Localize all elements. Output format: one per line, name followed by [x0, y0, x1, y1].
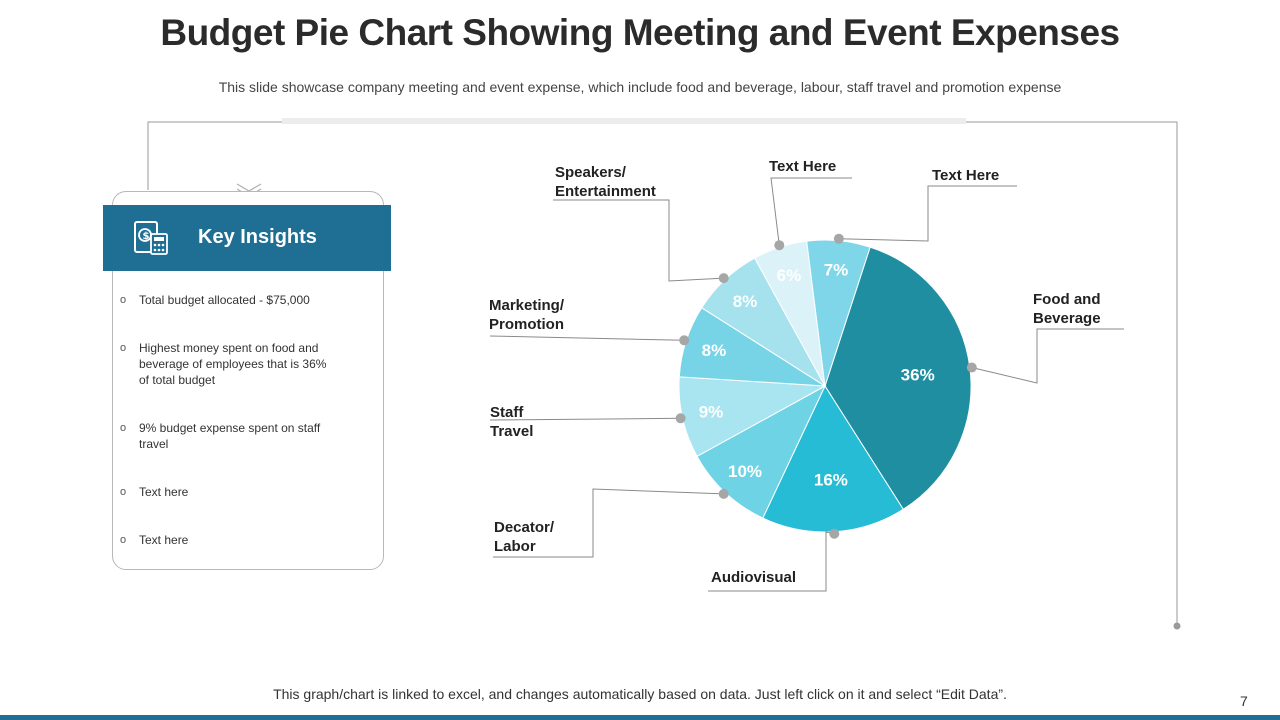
insight-text: Total budget allocated - $75,000	[139, 293, 310, 307]
leader-dot	[718, 488, 729, 499]
leader-line	[838, 185, 1017, 242]
leader-line	[489, 335, 685, 341]
frame-line	[966, 121, 1178, 626]
slice-percent-label: 36%	[901, 365, 935, 384]
slice-percent-label: 9%	[699, 403, 724, 422]
leader-dot	[829, 528, 840, 539]
bottom-accent-bar	[0, 715, 1280, 720]
category-label: Staff Travel	[490, 404, 533, 440]
bullet-icon: o	[120, 342, 127, 354]
leader-dot	[718, 273, 729, 284]
frame-line-end-dot	[1173, 622, 1181, 630]
footnote: This graph/chart is linked to excel, and…	[273, 686, 1007, 702]
insight-text: 9% budget expense spent on staff travel	[139, 421, 321, 451]
bullet-icon: o	[120, 422, 127, 434]
leader-line	[553, 199, 724, 282]
slice-percent-label: 10%	[728, 462, 762, 481]
leader-dot	[675, 413, 686, 424]
page-number: 7	[1240, 693, 1248, 709]
insight-text: Text here	[139, 533, 189, 547]
svg-text:$: $	[143, 231, 150, 242]
leader-dot	[833, 233, 844, 244]
title-divider	[282, 118, 966, 124]
leader-line	[971, 328, 1124, 384]
category-label: Speakers/Entertainment	[555, 164, 656, 200]
insights-title: Key Insights	[198, 226, 317, 248]
frame-line	[147, 121, 282, 190]
category-label: Audiovisual	[711, 569, 796, 586]
slice-percent-label: 16%	[814, 470, 848, 489]
slice-percent-label: 8%	[702, 341, 727, 360]
slice-percent-label: 8%	[733, 292, 758, 311]
category-label: Text Here	[769, 158, 836, 175]
leader-line	[493, 488, 724, 558]
leader-line	[770, 177, 852, 246]
leader-dot	[966, 362, 977, 373]
category-label: Food and Beverage	[1033, 291, 1101, 327]
bullet-icon: o	[120, 486, 127, 498]
slide-title: Budget Pie Chart Showing Meeting and Eve…	[160, 12, 1120, 53]
bullet-icon: o	[120, 294, 127, 306]
slice-percent-label: 7%	[824, 261, 849, 280]
leader-dot	[679, 335, 690, 346]
leader-dot	[774, 240, 785, 251]
budget-calculator-icon: $	[134, 221, 168, 255]
insights-header: $ Key Insights	[103, 205, 391, 271]
bullet-icon: o	[120, 534, 127, 546]
insight-text: Text here	[139, 485, 189, 499]
category-label: Text Here	[932, 167, 999, 184]
category-label: Marketing/Promotion	[489, 297, 565, 333]
leader-line	[489, 417, 681, 421]
slide-subtitle: This slide showcase company meeting and …	[218, 79, 1062, 95]
slice-percent-label: 6%	[777, 266, 802, 285]
category-label: Decator/Labor	[494, 519, 555, 555]
insight-text: Highest money spent on food and beverage…	[139, 341, 327, 387]
